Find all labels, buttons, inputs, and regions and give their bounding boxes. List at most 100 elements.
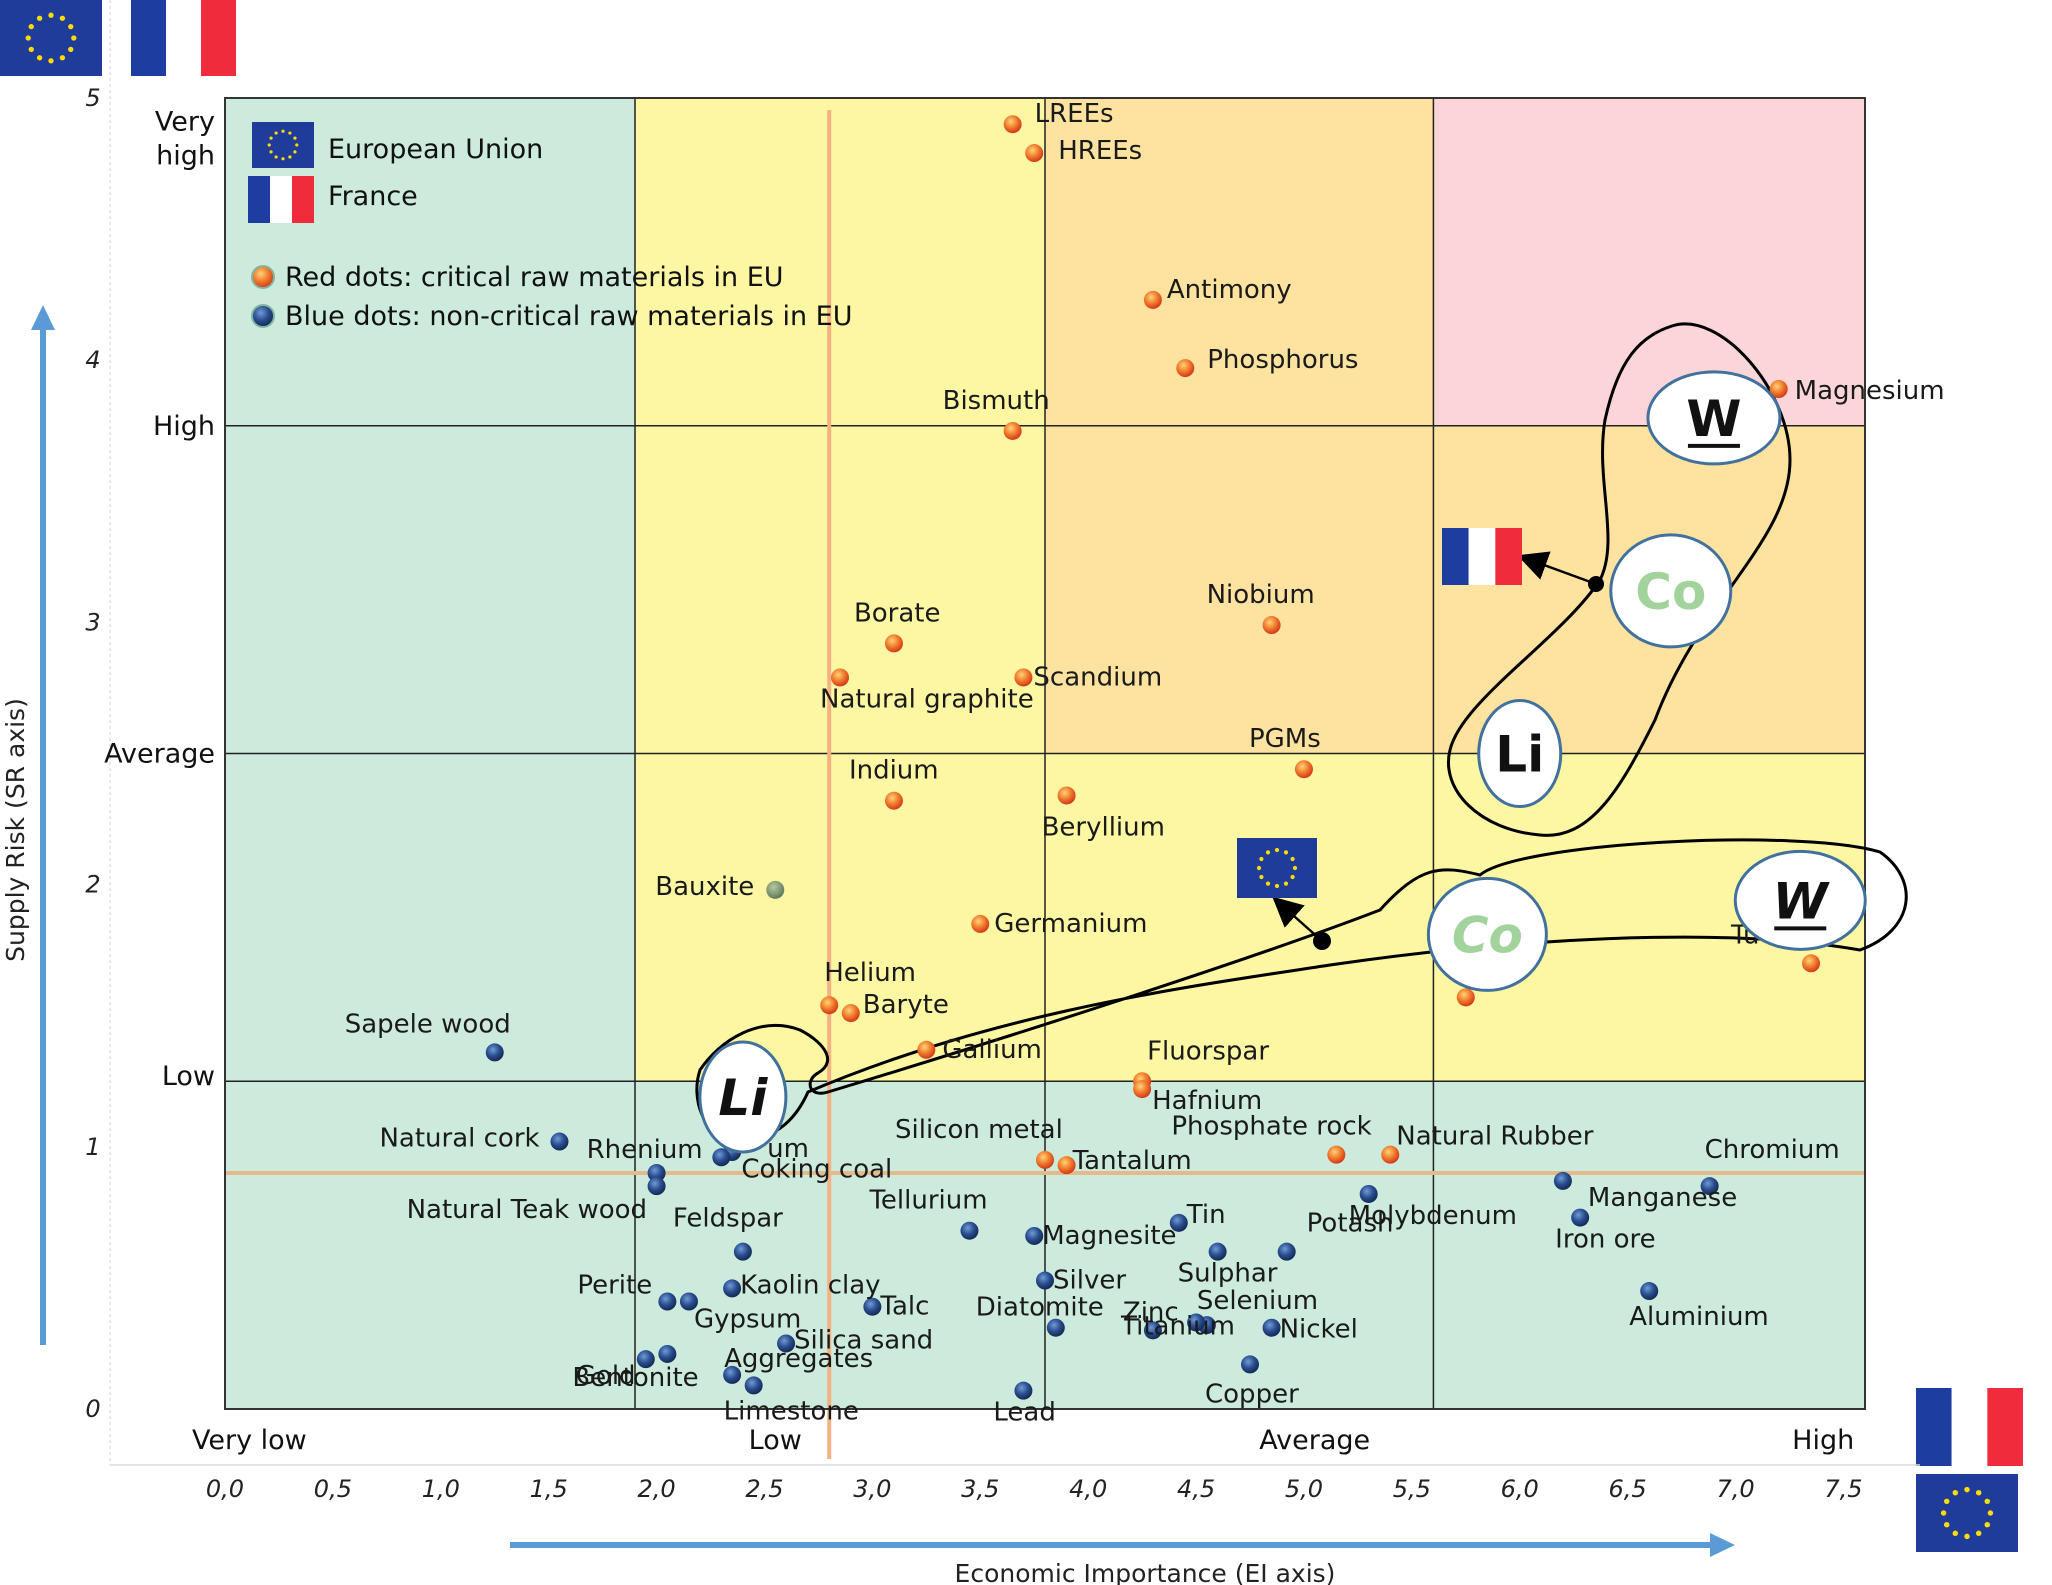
data-point-1-18: [723, 1279, 742, 1298]
y-axis-arrowhead: [31, 305, 55, 330]
data-point-0-4: [1003, 421, 1022, 440]
eu-flag-star: [28, 46, 34, 53]
point-label-0-18: Hafnium: [1152, 1086, 1262, 1116]
data-point-0-19: [1802, 954, 1821, 973]
data-point-0-0: [1003, 115, 1022, 134]
legend-entry-red-dots: Red dots: critical raw materials in EU: [285, 262, 784, 293]
eu-flag-star: [1987, 1510, 1994, 1516]
eu-flag-star: [293, 150, 297, 154]
data-point-0-22: [1381, 1145, 1400, 1164]
point-label-1-33: Lead: [993, 1398, 1055, 1428]
data-point-1-8: [1025, 1226, 1044, 1245]
data-point-1-4: [712, 1148, 731, 1167]
y-tick-5: 5: [85, 84, 100, 112]
y-category-2: Average: [104, 739, 215, 770]
france-flag-blue: [1442, 528, 1469, 585]
eu-flag-star: [48, 12, 54, 18]
eu-flag-star: [1964, 1486, 1970, 1493]
point-label-0-16: Gallium: [942, 1035, 1042, 1065]
point-label-1-20: Gypsum: [694, 1304, 801, 1334]
eu-flag-star: [1283, 881, 1289, 886]
point-label-1-31: Aggregates: [724, 1344, 873, 1374]
data-point-1-17: [1036, 1271, 1054, 1290]
legend: European Union France Red dots: critical…: [248, 122, 853, 332]
eu-flag-star: [1290, 874, 1295, 880]
point-label-1-0: Sapele wood: [345, 1009, 511, 1039]
point-label-1-10: Potash: [1307, 1209, 1394, 1239]
eu-flag-star: [1984, 1521, 1990, 1528]
eu-flag-star: [59, 15, 66, 21]
x-tick-13: 6,5: [1609, 1475, 1647, 1503]
point-label-1-19: Perite: [577, 1270, 652, 1300]
france-flag-blue: [131, 0, 166, 76]
eu-flag-field: [0, 0, 102, 76]
point-label-1-2: Rhenium: [587, 1135, 703, 1165]
point-label-0-2: Antimony: [1167, 275, 1292, 305]
point-label-0-11: Indium: [849, 756, 939, 786]
data-point-1-29: [658, 1344, 677, 1363]
france-flag-blue: [1916, 1388, 1952, 1466]
eu-flag-star: [293, 136, 297, 140]
annotation-label-5: Li: [718, 1069, 768, 1127]
point-label-1-7: Tellurium: [868, 1186, 987, 1216]
data-point-0-1: [1025, 144, 1044, 163]
data-point-1-5: [647, 1177, 666, 1196]
legend-entry-eu: European Union: [328, 134, 543, 165]
eu-flag-star: [68, 23, 74, 30]
y-axis-categories: Very high High Average Low: [104, 106, 215, 1092]
x-tick-12: 6,0: [1501, 1475, 1539, 1503]
point-label-1-24: Selenium: [1197, 1286, 1318, 1316]
annotation-bubble-3: [1733, 849, 1867, 951]
france-flag-white: [1951, 1388, 1988, 1466]
eu-flag-star: [1265, 881, 1271, 886]
x-axis-ticks: 0,0 0,5 1,0 1,5 2,0 2,5 3,0 3,5 4,0 4,5 5,0 5,5 6,0 6…: [206, 1475, 1863, 1503]
eu-flag-star: [36, 15, 43, 21]
eu-flag-star: [1265, 850, 1271, 855]
annotation-label-2: Li: [1495, 726, 1544, 784]
eu-flag-star: [1944, 1521, 1950, 1528]
eu-flag-star: [1952, 1530, 1959, 1536]
point-label-0-4: Bismuth: [943, 386, 1050, 416]
x-tick-4: 2,0: [637, 1475, 675, 1503]
point-label-1-15: Aluminium: [1629, 1302, 1769, 1332]
data-point-1-19: [658, 1292, 677, 1311]
eu-flag-star: [1290, 856, 1295, 862]
x-tick-8: 4,0: [1069, 1475, 1107, 1503]
element-annotations: W Co Li W Co Li: [698, 370, 1867, 1154]
data-points: [485, 115, 1821, 1400]
data-point-1-16: [1208, 1242, 1227, 1261]
eu-flag-star: [28, 23, 34, 30]
point-label-1-9: Tin: [1186, 1200, 1226, 1230]
point-label-1-1: Natural cork: [379, 1124, 539, 1154]
data-point-1-28: [777, 1334, 796, 1353]
eu-flag-star: [36, 55, 43, 61]
eu-flag-star: [269, 136, 273, 140]
france-curve: [1447, 322, 1792, 837]
point-label-1-11: Molybdenum: [1349, 1201, 1517, 1231]
annotation-label-4: Co: [1452, 906, 1523, 964]
x-axis-title: Economic Importance (EI axis): [955, 1559, 1336, 1585]
point-label-1-5: Natural Teak wood: [407, 1195, 647, 1225]
eu-flag-star: [1964, 1533, 1970, 1540]
legend-blue-dot-icon: [251, 304, 275, 328]
eu-flag-star: [59, 55, 66, 61]
legend-red-dot-icon: [251, 265, 275, 289]
data-point-0-8: [831, 668, 849, 687]
eu-flag-star: [1274, 847, 1280, 853]
eu-flag-star: [1256, 865, 1262, 871]
x-tick-0: 0,0: [206, 1475, 244, 1503]
data-point-1-9: [1169, 1213, 1188, 1232]
point-label-1-17: Silver: [1053, 1266, 1126, 1296]
point-label-1-27: Copper: [1205, 1379, 1299, 1409]
eu-flag-star: [274, 131, 278, 135]
y-axis-ticks: 0 1 2 3 4 5: [85, 84, 100, 1423]
point-label-0-9: Scandium: [1033, 662, 1162, 692]
y-tick-0: 0: [85, 1395, 100, 1423]
plot-border: [224, 97, 1866, 1410]
data-point-0-5: [1769, 380, 1788, 399]
data-point-1-33: [1014, 1381, 1033, 1400]
eu-flag-star: [71, 35, 77, 41]
x-axis-arrowhead: [1710, 1533, 1735, 1557]
data-point-0-18: [1133, 1080, 1152, 1099]
point-label-0-5: Magnesium: [1795, 376, 1945, 406]
